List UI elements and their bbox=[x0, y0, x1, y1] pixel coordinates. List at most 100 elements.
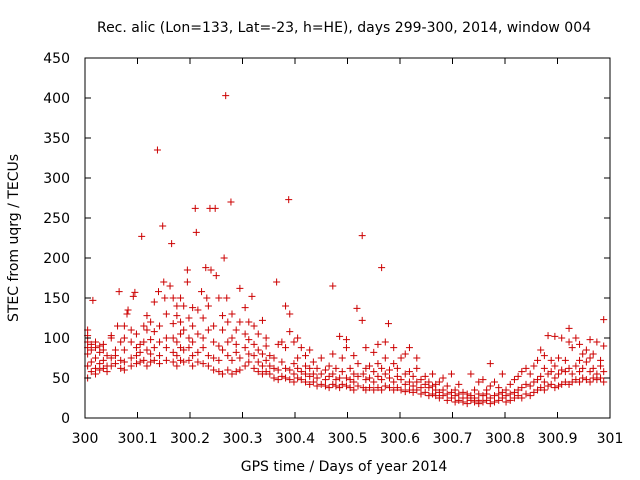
data-point bbox=[390, 344, 398, 352]
data-point bbox=[421, 372, 429, 380]
data-point bbox=[381, 354, 389, 362]
data-point bbox=[169, 334, 177, 342]
data-point bbox=[551, 384, 559, 392]
data-point bbox=[455, 390, 463, 398]
data-point bbox=[370, 348, 378, 356]
data-point bbox=[586, 336, 594, 344]
data-point bbox=[544, 332, 552, 340]
y-tick-label: 450 bbox=[43, 51, 70, 67]
data-point bbox=[215, 356, 223, 364]
data-point bbox=[558, 380, 566, 388]
data-point bbox=[475, 378, 483, 386]
data-point bbox=[447, 388, 455, 396]
data-point bbox=[153, 146, 161, 154]
data-point bbox=[290, 378, 298, 386]
data-point bbox=[241, 344, 249, 352]
data-point bbox=[600, 342, 608, 350]
data-point bbox=[212, 272, 220, 280]
data-point bbox=[329, 380, 337, 388]
data-point bbox=[390, 378, 398, 386]
data-point bbox=[325, 372, 333, 380]
data-point bbox=[224, 338, 232, 346]
data-point bbox=[572, 334, 580, 342]
data-point bbox=[589, 350, 597, 358]
data-point bbox=[140, 356, 148, 364]
data-point bbox=[245, 336, 253, 344]
data-point bbox=[530, 362, 538, 370]
data-point bbox=[565, 324, 573, 332]
data-point bbox=[593, 338, 601, 346]
data-point bbox=[290, 360, 298, 368]
data-point bbox=[173, 312, 181, 320]
data-point bbox=[228, 356, 236, 364]
data-point bbox=[555, 382, 563, 390]
data-point bbox=[346, 384, 354, 392]
data-point bbox=[526, 392, 534, 400]
data-point bbox=[132, 344, 140, 352]
data-point bbox=[346, 376, 354, 384]
data-point bbox=[241, 362, 249, 370]
data-point bbox=[127, 362, 135, 370]
data-point bbox=[87, 368, 95, 376]
data-point bbox=[120, 322, 128, 330]
data-point bbox=[282, 302, 290, 310]
data-point bbox=[194, 330, 202, 338]
data-point bbox=[150, 344, 158, 352]
data-point bbox=[534, 356, 542, 364]
data-point bbox=[506, 380, 514, 388]
data-point bbox=[551, 332, 559, 340]
data-point bbox=[124, 306, 132, 314]
data-point bbox=[117, 338, 125, 346]
data-point bbox=[138, 232, 146, 240]
x-tick-label: 300.6 bbox=[380, 431, 420, 447]
data-point bbox=[479, 398, 487, 406]
data-point bbox=[393, 364, 401, 372]
data-point bbox=[92, 354, 99, 362]
data-point bbox=[346, 364, 354, 372]
data-point bbox=[378, 386, 386, 394]
data-point bbox=[522, 390, 530, 398]
axis-ticks bbox=[84, 57, 611, 419]
y-tick-label: 200 bbox=[43, 251, 70, 267]
data-point bbox=[270, 364, 278, 372]
data-point bbox=[99, 356, 107, 364]
data-point bbox=[250, 352, 258, 360]
data-point bbox=[354, 372, 362, 380]
data-point bbox=[162, 334, 170, 342]
data-point bbox=[245, 350, 253, 358]
data-point bbox=[338, 354, 346, 362]
data-point bbox=[405, 344, 413, 352]
data-point bbox=[140, 338, 148, 346]
data-point bbox=[486, 360, 494, 368]
data-point bbox=[222, 92, 230, 100]
data-point bbox=[210, 338, 218, 346]
data-point bbox=[302, 362, 309, 370]
data-point bbox=[224, 318, 232, 326]
data-point bbox=[143, 346, 151, 354]
data-point bbox=[199, 360, 207, 368]
data-point bbox=[313, 382, 321, 390]
data-point bbox=[354, 382, 362, 390]
data-point bbox=[321, 366, 329, 374]
data-point bbox=[123, 310, 131, 318]
data-point bbox=[89, 296, 97, 304]
data-point bbox=[582, 376, 590, 384]
data-point bbox=[290, 338, 298, 346]
data-point bbox=[211, 204, 219, 212]
data-point bbox=[183, 278, 191, 286]
data-point bbox=[495, 396, 503, 404]
data-point bbox=[565, 338, 573, 346]
data-point bbox=[132, 330, 140, 338]
data-point bbox=[107, 332, 115, 340]
data-point bbox=[374, 340, 382, 348]
data-point bbox=[374, 384, 382, 392]
data-point bbox=[350, 386, 358, 394]
data-point bbox=[294, 364, 302, 372]
data-point bbox=[185, 334, 193, 342]
data-point bbox=[245, 358, 253, 366]
data-point bbox=[297, 368, 305, 376]
data-point bbox=[518, 368, 526, 376]
data-point bbox=[483, 396, 491, 404]
data-point bbox=[491, 378, 498, 386]
data-point bbox=[401, 380, 409, 388]
